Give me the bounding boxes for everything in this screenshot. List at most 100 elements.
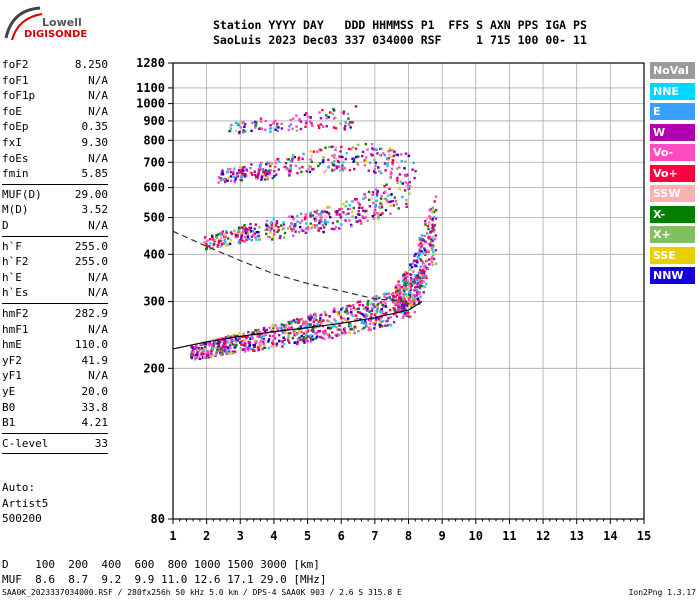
x-tick-label: 14 — [603, 529, 617, 543]
echo-point — [407, 293, 411, 296]
echo-point — [267, 340, 270, 343]
param-row-hf2: h`F2 255.0 — [2, 255, 108, 270]
echo-point — [404, 174, 408, 177]
echo-point — [394, 285, 398, 289]
echo-point — [363, 159, 366, 162]
echo-point — [240, 235, 243, 239]
echo-point — [239, 171, 243, 174]
echo-point — [419, 268, 422, 272]
y-tick-label: 900 — [143, 114, 165, 128]
echo-point — [324, 215, 328, 218]
echo-point — [303, 341, 306, 344]
echo-point — [291, 229, 294, 233]
param-label: hmF1 — [2, 322, 29, 336]
echo-point — [391, 199, 395, 203]
echo-point — [208, 242, 212, 245]
echo-point — [374, 171, 377, 175]
echo-point — [340, 316, 343, 320]
echo-point — [324, 331, 327, 334]
echo-point — [202, 351, 205, 354]
echo-point — [412, 293, 415, 297]
param-label: h`Es — [2, 286, 29, 300]
echo-point — [340, 145, 343, 149]
param-row-fmin: fmin 5.85 — [2, 167, 108, 182]
echo-point — [239, 238, 242, 241]
echo-point — [302, 152, 305, 156]
echo-point — [257, 348, 261, 352]
echo-point — [404, 271, 408, 274]
echo-point — [414, 252, 417, 256]
echo-point — [351, 157, 354, 160]
echo-point — [228, 350, 231, 354]
echo-point — [203, 236, 207, 239]
echo-point — [344, 124, 347, 128]
echo-point — [379, 147, 382, 151]
echo-point — [309, 165, 312, 169]
echo-point — [267, 235, 270, 239]
echo-point — [254, 223, 257, 226]
param-row-foep: foEp 0.35 — [2, 120, 108, 135]
echo-point — [290, 326, 293, 329]
echo-point — [234, 234, 238, 237]
echo-point — [252, 343, 255, 347]
echo-point — [321, 108, 324, 112]
echo-point — [236, 172, 239, 175]
echo-point — [339, 223, 343, 226]
echo-point — [217, 343, 221, 346]
echo-point — [268, 173, 271, 176]
echo-point — [282, 226, 285, 230]
echo-point — [274, 165, 277, 169]
echo-point — [416, 297, 420, 300]
echo-point — [383, 295, 386, 298]
x-tick-label: 3 — [237, 529, 244, 543]
echo-point — [413, 254, 416, 258]
echo-point — [259, 340, 263, 343]
echo-point — [333, 318, 336, 321]
echo-point — [275, 158, 279, 161]
echo-point — [327, 166, 330, 169]
echo-point — [263, 178, 267, 181]
echo-point — [348, 207, 351, 211]
echo-point — [424, 264, 427, 268]
echo-point — [431, 223, 434, 227]
echo-point — [399, 308, 402, 312]
echo-point — [247, 237, 251, 241]
echo-point — [380, 203, 384, 207]
echo-point — [236, 334, 239, 338]
echo-point — [311, 124, 314, 128]
echo-point — [366, 307, 369, 310]
echo-point — [284, 165, 287, 169]
echo-point — [271, 339, 275, 342]
echo-point — [276, 157, 280, 161]
echo-point — [200, 355, 204, 359]
param-separator — [2, 453, 108, 455]
echo-point — [295, 129, 299, 132]
echo-point — [325, 114, 328, 117]
echo-point — [351, 215, 354, 218]
echo-point — [431, 250, 435, 254]
echo-point — [287, 326, 291, 329]
chart-profiles — [172, 230, 423, 350]
echo-point — [228, 129, 232, 133]
echo-point — [403, 278, 406, 281]
echo-point — [230, 338, 233, 342]
y-tick-label: 80 — [151, 512, 165, 526]
echo-point — [266, 178, 269, 181]
x-tick-labels: 1 2 3 4 5 6 7 8 9 10 11 12 13 14 15 — [169, 529, 651, 543]
echo-point — [387, 158, 390, 162]
echo-point — [291, 155, 295, 158]
echo-point — [419, 295, 422, 298]
param-value: 255.0 — [74, 255, 108, 269]
echo-point — [288, 215, 291, 218]
echo-point — [251, 234, 255, 237]
echo-point — [309, 340, 313, 343]
echo-point — [427, 221, 431, 224]
echo-point — [277, 126, 280, 129]
file-info-line: SAA0K_2023337034000.RSF / 280fx256h 50 k… — [2, 588, 402, 597]
echo-point — [238, 241, 242, 244]
echo-point — [309, 211, 312, 215]
echo-point — [322, 319, 325, 322]
echo-point — [227, 167, 230, 171]
echo-point — [299, 325, 302, 328]
echo-point — [422, 263, 426, 267]
